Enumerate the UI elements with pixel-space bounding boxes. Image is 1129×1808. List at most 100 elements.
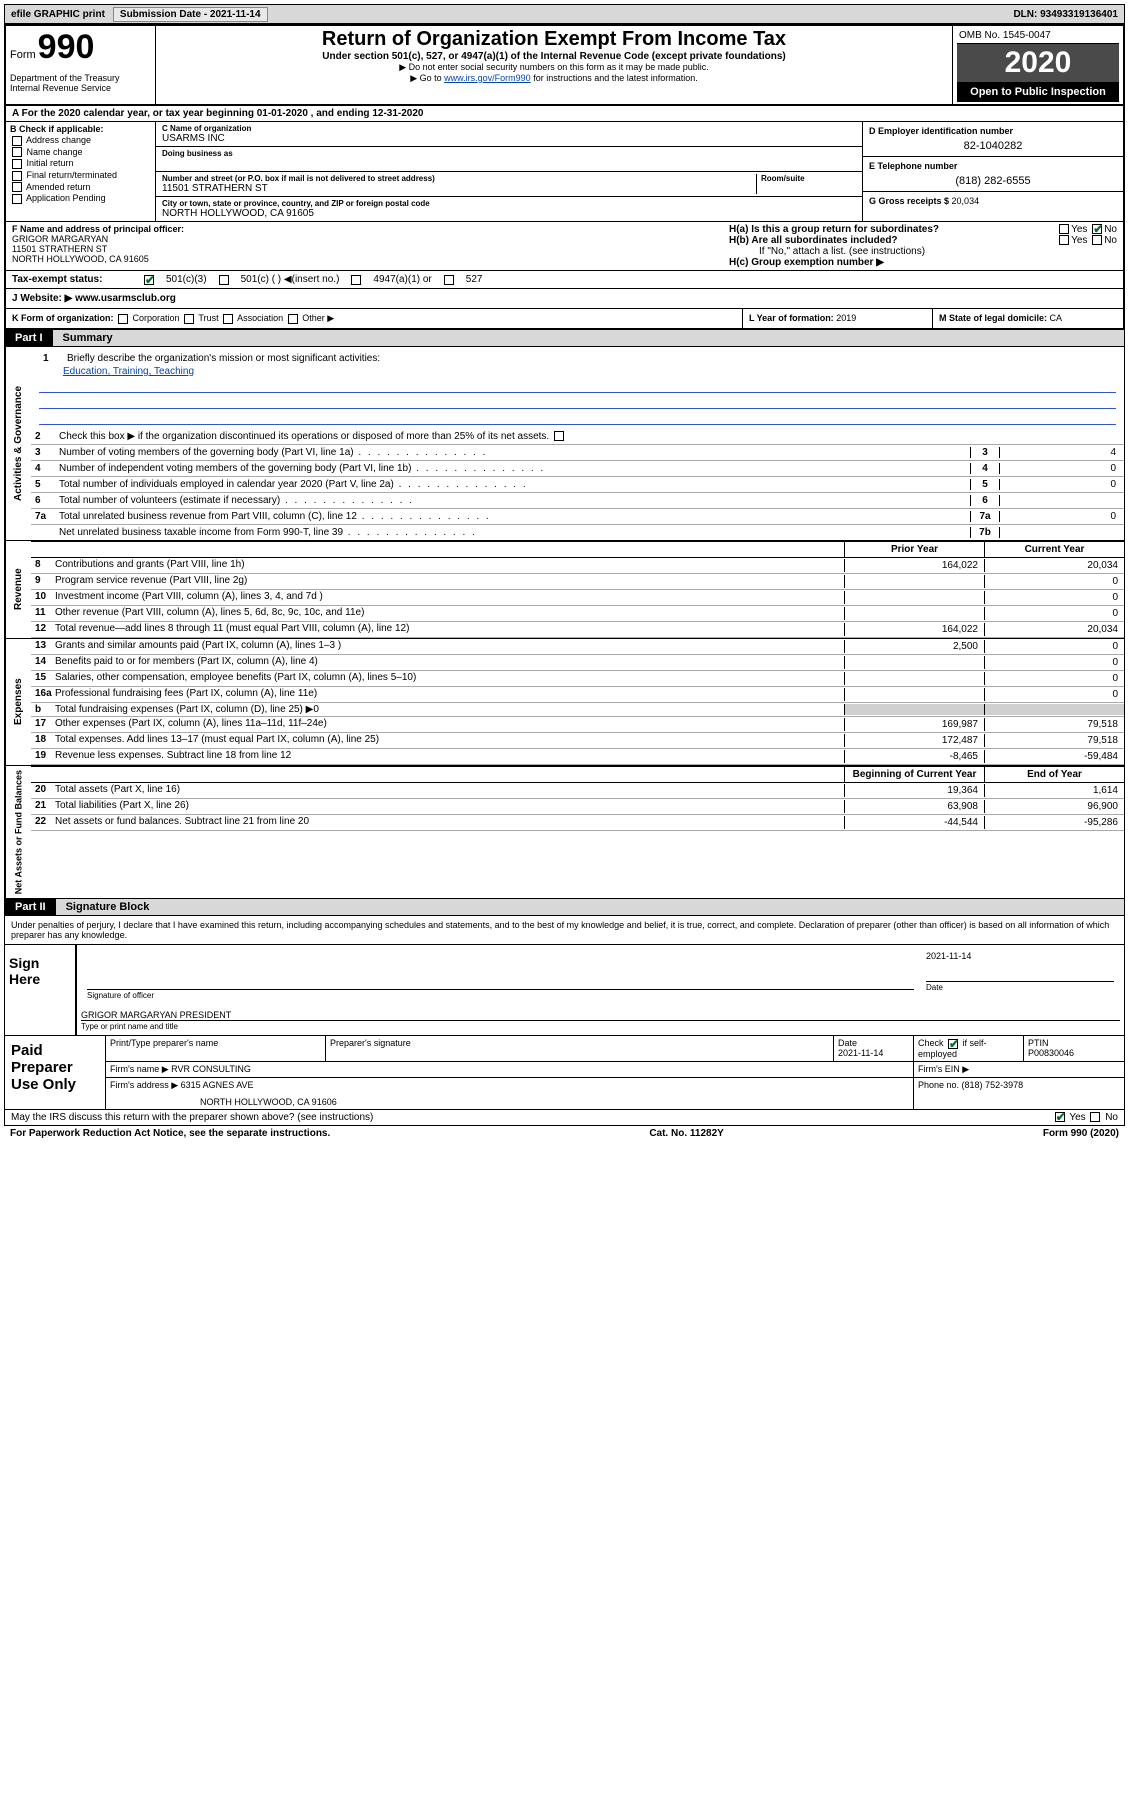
website-value: www.usarmsclub.org (75, 293, 176, 304)
chk-hb-no[interactable] (1092, 235, 1102, 245)
row-num: 13 (31, 640, 55, 653)
opt-527: 527 (466, 274, 483, 285)
footer-form-post: (2020) (1087, 1128, 1119, 1139)
row-text: Total assets (Part X, line 16) (55, 784, 844, 797)
firm-name-value: RVR CONSULTING (171, 1064, 251, 1074)
chk-initial-return[interactable] (12, 159, 22, 169)
chk-ha-yes[interactable] (1059, 224, 1069, 234)
opt-4947: 4947(a)(1) or (373, 274, 431, 285)
row-prior: -8,465 (844, 750, 984, 763)
chk-trust[interactable] (184, 314, 194, 324)
chk-527[interactable] (444, 275, 454, 285)
q3-label: Number of voting members of the governin… (59, 447, 970, 458)
form-note2: ▶ Go to www.irs.gov/Form990 for instruct… (160, 73, 948, 84)
ha-yes: Yes (1071, 224, 1087, 235)
footer-form-pre: Form (1043, 1128, 1071, 1139)
prep-date-label: Date (838, 1038, 909, 1048)
dln-value: 93493319136401 (1040, 9, 1118, 20)
q7a-label: Total unrelated business revenue from Pa… (59, 511, 970, 522)
chk-discontinued[interactable] (554, 431, 564, 441)
discuss-question: May the IRS discuss this return with the… (11, 1112, 373, 1123)
dept-treasury: Department of the Treasury Internal Reve… (10, 73, 151, 93)
row-prior: -44,544 (844, 816, 984, 829)
year-formation-value: 2019 (836, 313, 856, 323)
q6-label: Total number of volunteers (estimate if … (59, 495, 970, 506)
omb-number: OMB No. 1545-0047 (957, 28, 1119, 44)
fin-row: 15Salaries, other compensation, employee… (31, 671, 1124, 687)
opt-other: Other ▶ (302, 313, 334, 323)
chk-self-employed[interactable] (948, 1039, 958, 1049)
hb-yes: Yes (1071, 235, 1087, 246)
row-current: 0 (984, 607, 1124, 620)
chk-final-return[interactable] (12, 171, 22, 181)
firm-name-label: Firm's name ▶ (110, 1064, 171, 1074)
chk-app-pending[interactable] (12, 194, 22, 204)
chk-assoc[interactable] (223, 314, 233, 324)
row-a-tax-year: A For the 2020 calendar year, or tax yea… (6, 106, 1123, 122)
row-current: 0 (984, 688, 1124, 701)
ptin-label: PTIN (1028, 1038, 1120, 1048)
opt-assoc: Association (237, 313, 283, 323)
sig-name-value: GRIGOR MARGARYAN PRESIDENT (81, 1010, 1120, 1020)
row-prior: 63,908 (844, 800, 984, 813)
irs-link[interactable]: www.irs.gov/Form990 (444, 73, 531, 83)
phone-label: E Telephone number (869, 161, 1117, 171)
ein-label: D Employer identification number (869, 126, 1117, 136)
row-current: 0 (984, 591, 1124, 604)
row-current: 0 (984, 656, 1124, 669)
row-prior (844, 672, 984, 685)
chk-address-change[interactable] (12, 136, 22, 146)
row-text: Grants and similar amounts paid (Part IX… (55, 640, 844, 653)
chk-hb-yes[interactable] (1059, 235, 1069, 245)
opt-name-change: Name change (27, 147, 83, 157)
sign-here-label: Sign Here (5, 945, 75, 1035)
hc-label: H(c) Group exemption number ▶ (729, 257, 1117, 268)
row-text: Net assets or fund balances. Subtract li… (55, 816, 844, 829)
row-current: 79,518 (984, 718, 1124, 731)
chk-discuss-yes[interactable] (1055, 1112, 1065, 1122)
entity-block: A For the 2020 calendar year, or tax yea… (4, 106, 1125, 330)
officer-street: 11501 STRATHERN ST (12, 244, 717, 254)
fin-row: 14Benefits paid to or for members (Part … (31, 655, 1124, 671)
row-text: Investment income (Part VIII, column (A)… (55, 591, 844, 604)
chk-501c3[interactable] (144, 275, 154, 285)
net-vert-label: Net Assets or Fund Balances (5, 766, 31, 898)
row-text: Total liabilities (Part X, line 26) (55, 800, 844, 813)
sub-label-pre: Submission Date - (120, 9, 210, 20)
chk-name-change[interactable] (12, 147, 22, 157)
q3-box: 3 (970, 447, 1000, 458)
firm-addr-value: 6315 AGNES AVE (181, 1080, 254, 1090)
sig-date-label: Date (926, 981, 1114, 992)
current-year-hdr: Current Year (984, 542, 1124, 557)
submission-date-button[interactable]: Submission Date - 2021-11-14 (113, 7, 268, 22)
section-deg: D Employer identification number 82-1040… (863, 122, 1123, 221)
chk-corp[interactable] (118, 314, 128, 324)
discuss-no: No (1105, 1112, 1118, 1123)
city-label: City or town, state or province, country… (162, 199, 856, 208)
q3-value: 4 (1000, 447, 1120, 458)
exp-vert-label: Expenses (5, 639, 31, 765)
row-text: Benefits paid to or for members (Part IX… (55, 656, 844, 669)
chk-4947[interactable] (351, 275, 361, 285)
note2-post: for instructions and the latest informat… (531, 73, 698, 83)
org-name: USARMS INC (162, 133, 856, 144)
row-text: Total expenses. Add lines 13–17 (must eq… (55, 734, 844, 747)
opt-address-change: Address change (26, 135, 91, 145)
fin-row: bTotal fundraising expenses (Part IX, co… (31, 703, 1124, 717)
row-prior (844, 656, 984, 669)
opt-app-pending: Application Pending (26, 193, 106, 203)
sign-here-block: Sign Here Signature of officer 2021-11-1… (4, 945, 1125, 1036)
chk-amended[interactable] (12, 182, 22, 192)
chk-other[interactable] (288, 314, 298, 324)
q7a-value: 0 (1000, 511, 1120, 522)
chk-discuss-no[interactable] (1090, 1112, 1100, 1122)
form-header: Form990 Department of the Treasury Inter… (4, 24, 1125, 106)
toolbar: efile GRAPHIC print Submission Date - 20… (4, 4, 1125, 24)
chk-501c[interactable] (219, 275, 229, 285)
row-current: 1,614 (984, 784, 1124, 797)
part1-tab: Part I (5, 330, 53, 346)
ha-label: H(a) Is this a group return for subordin… (729, 224, 939, 235)
rev-vert-label: Revenue (5, 541, 31, 638)
chk-ha-no[interactable] (1092, 224, 1102, 234)
name-label: C Name of organization (162, 124, 856, 133)
